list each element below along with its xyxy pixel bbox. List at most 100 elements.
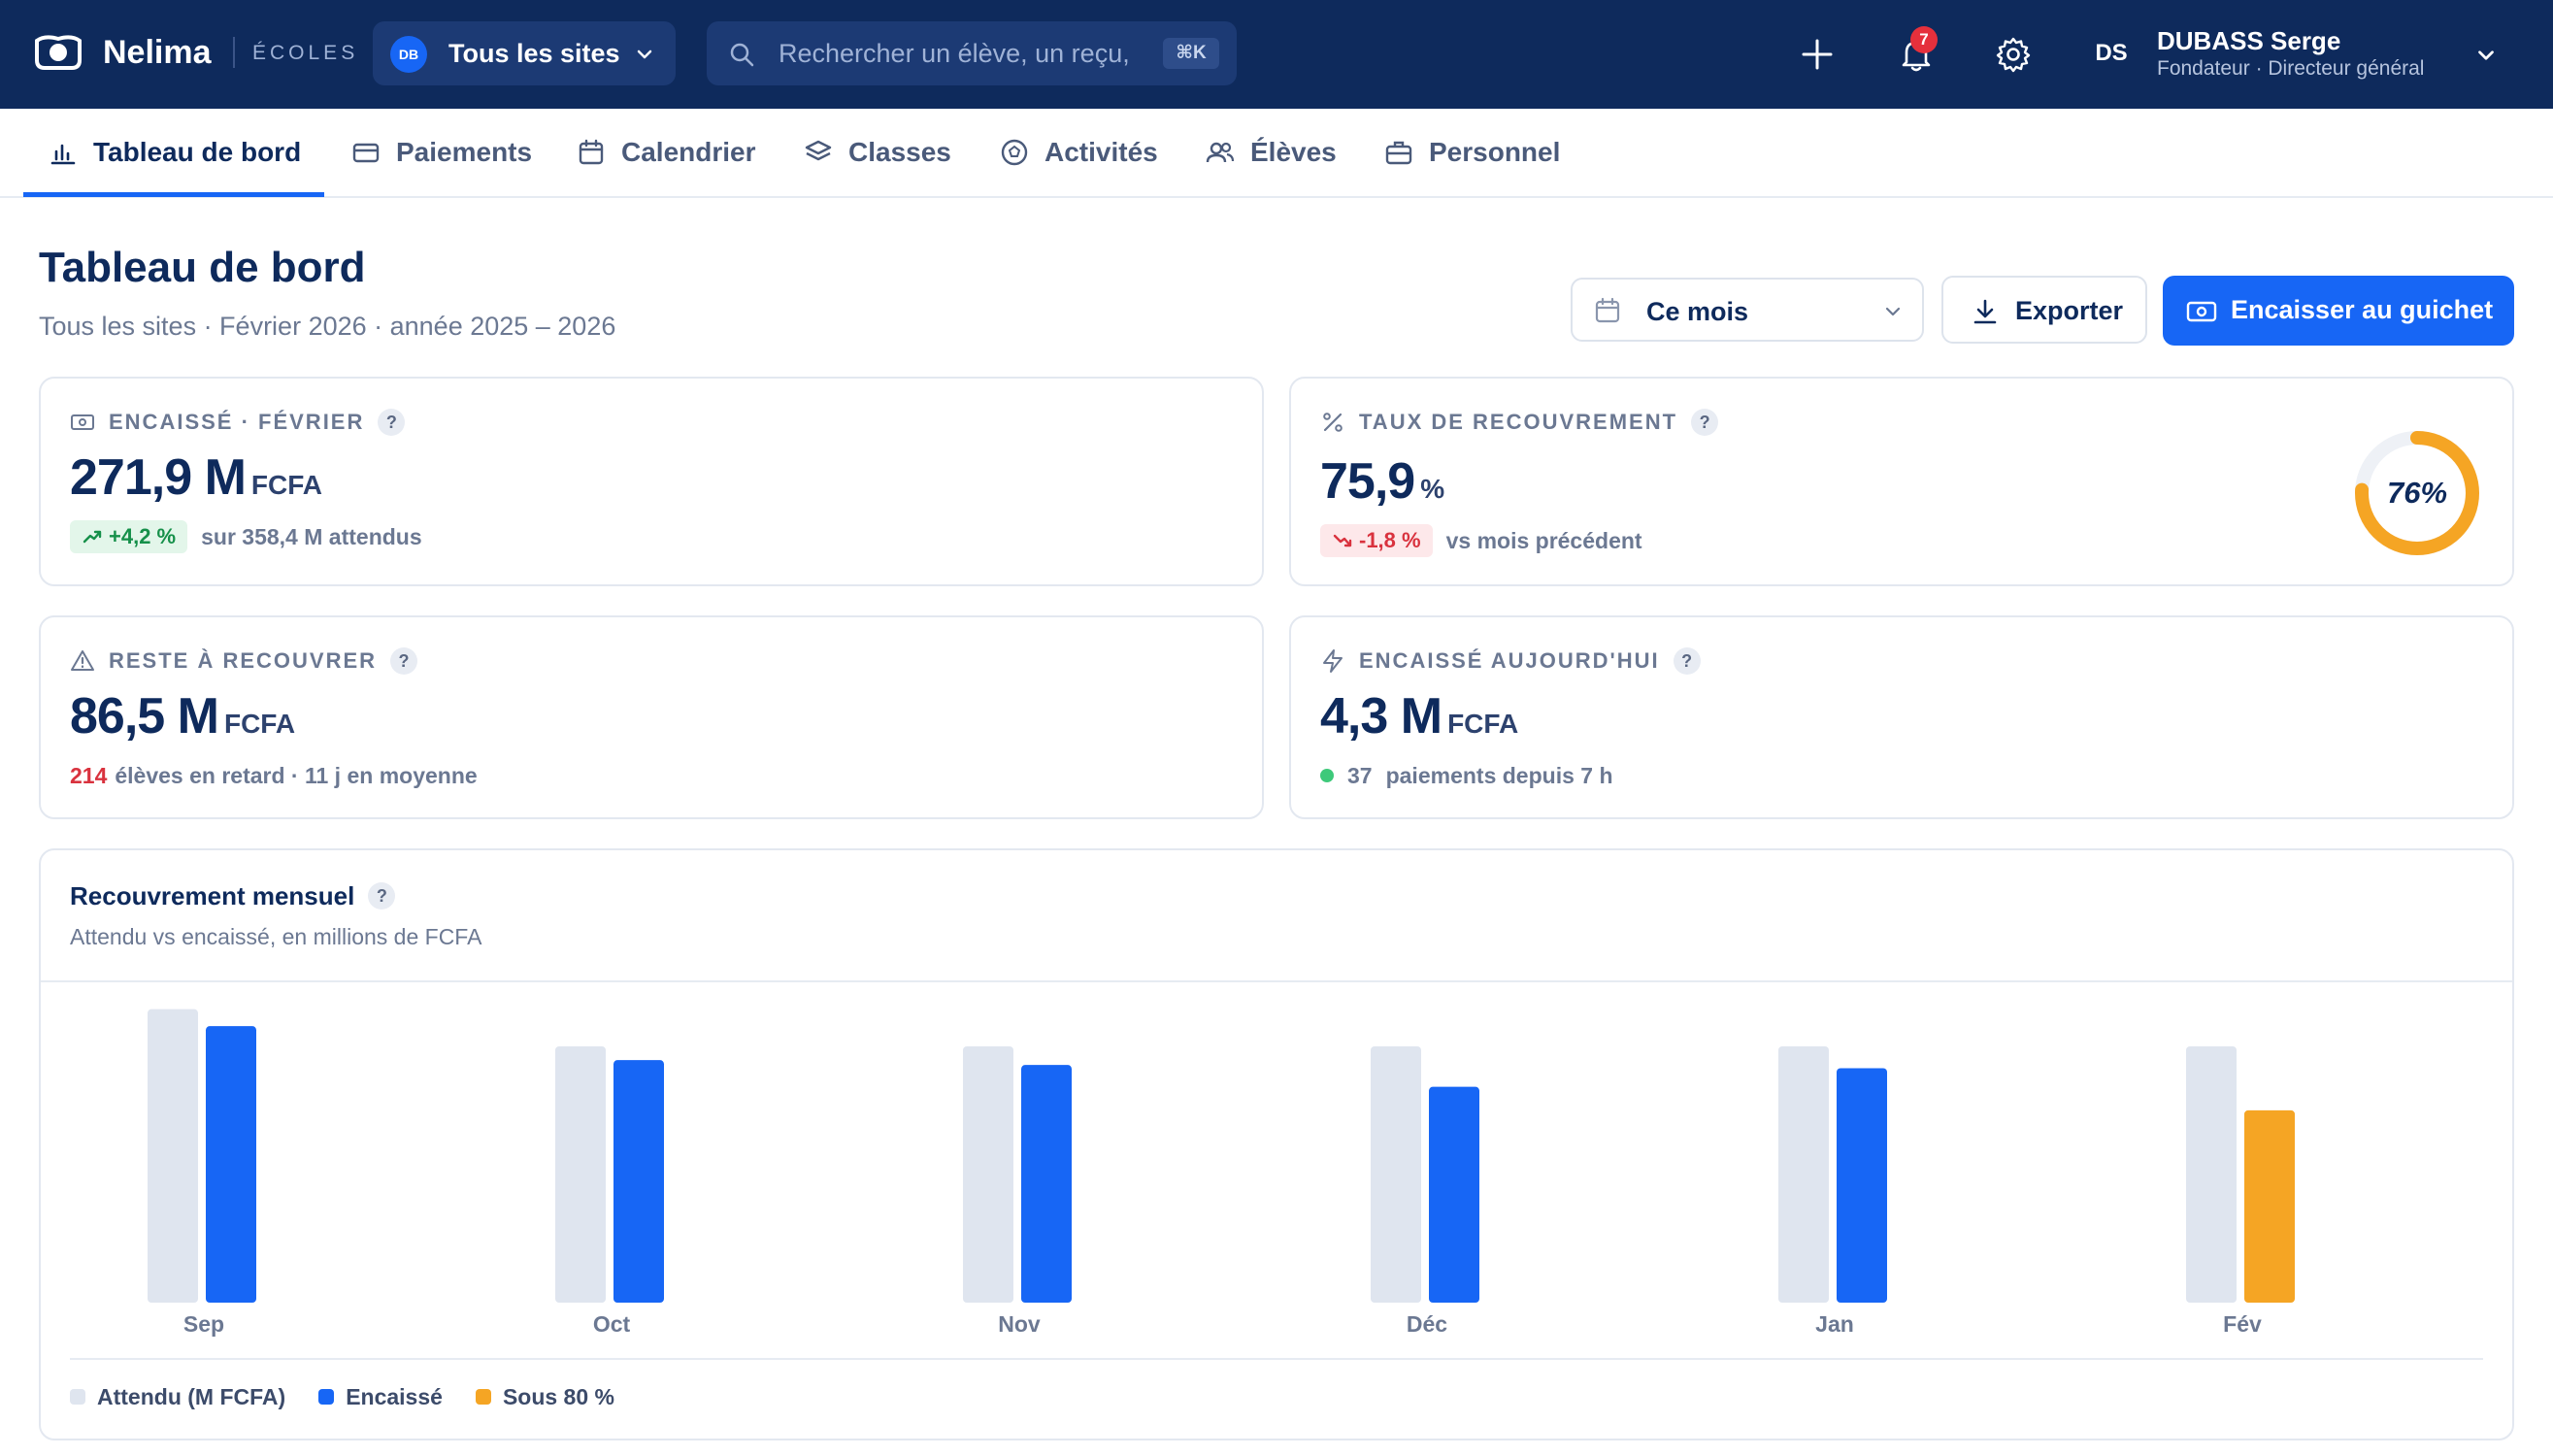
tab-calendrier[interactable]: Calendrier <box>577 109 756 196</box>
help-icon[interactable]: ? <box>390 647 418 675</box>
cash-desk-button[interactable]: Encaisser au guichet <box>2163 276 2514 346</box>
trend-down-icon <box>1333 534 1352 547</box>
help-icon[interactable]: ? <box>1673 647 1701 675</box>
period-select-value: Ce mois <box>1646 297 1749 326</box>
active-tab-indicator <box>23 192 324 197</box>
tab-label: Paiements <box>396 137 533 167</box>
layers-icon <box>805 140 832 161</box>
x-axis-tick-label: Déc <box>1407 1311 1447 1337</box>
bar-expected-jan[interactable] <box>1778 1046 1829 1303</box>
gauge-fill <box>2355 431 2479 555</box>
kpi-header: ENCAISSÉ · FÉVRIER ? <box>70 408 406 437</box>
kpi-header: RESTE À RECOUVRER ? <box>70 646 418 676</box>
plus-icon[interactable] <box>1798 35 1837 74</box>
tab-paiements[interactable]: Paiements <box>351 109 532 196</box>
site-label: Tous les sites <box>448 39 620 68</box>
site-switcher[interactable]: DB Tous les sites <box>373 21 676 85</box>
x-axis-tick-label: Fév <box>2223 1311 2262 1337</box>
bar-expected-fév[interactable] <box>2186 1046 2237 1303</box>
chevron-down-icon <box>637 50 652 59</box>
kpi-value: 75,9% <box>1320 450 1444 513</box>
bar-collected-nov[interactable] <box>1021 1065 1072 1303</box>
chart-divider <box>41 980 2512 982</box>
tab-tableau-de-bord[interactable]: Tableau de bord <box>49 109 301 196</box>
x-axis-tick-label: Jan <box>1815 1311 1854 1337</box>
help-icon[interactable]: ? <box>378 409 406 436</box>
search-icon <box>730 43 754 67</box>
export-button[interactable]: Exporter <box>1941 276 2147 344</box>
legend-item-collected: Encaissé <box>318 1382 443 1411</box>
live-status-dot <box>1320 769 1334 782</box>
bar-collected-déc[interactable] <box>1429 1086 1479 1303</box>
help-icon[interactable]: ? <box>1691 409 1719 436</box>
trend-value: +4,2 % <box>109 524 177 548</box>
bar-collected-jan[interactable] <box>1837 1068 1887 1304</box>
brand-subtitle: ÉCOLES <box>252 42 359 64</box>
period-select[interactable]: Ce mois <box>1571 278 1924 342</box>
kpi-footer: -1,8 % vs mois précédent <box>1320 524 1642 557</box>
kpi-unit: FCFA <box>1447 709 1519 739</box>
kpi-unit: FCFA <box>223 709 296 739</box>
bar-expected-déc[interactable] <box>1371 1046 1421 1303</box>
kpi-note: élèves en retard · 11 j en moyenne <box>115 763 478 788</box>
briefcase-icon <box>1385 141 1412 165</box>
lightning-icon <box>1323 649 1343 673</box>
tab-label: Activités <box>1044 137 1158 167</box>
percent-icon <box>1323 413 1343 432</box>
tab-label: Élèves <box>1250 137 1337 167</box>
tab-label: Personnel <box>1429 137 1561 167</box>
chevron-down-icon[interactable] <box>2473 43 2499 68</box>
kpi-header: TAUX DE RECOUVREMENT ? <box>1320 408 1719 437</box>
payments-count: 37 <box>1347 763 1373 788</box>
legend-label: Sous 80 % <box>502 1384 614 1409</box>
x-axis-tick-label: Sep <box>183 1311 224 1337</box>
bar-expected-oct[interactable] <box>555 1046 606 1303</box>
tab-label: Classes <box>848 137 951 167</box>
kpi-label: ENCAISSÉ AUJOURD'HUI <box>1359 648 1660 673</box>
chart-title-text: Recouvrement mensuel <box>70 881 355 910</box>
kpi-number: 271,9 M <box>70 449 247 506</box>
bar-expected-nov[interactable] <box>963 1046 1013 1303</box>
kpi-card-remaining: RESTE À RECOUVRER ? 86,5 M FCFA 214 élève… <box>39 615 1264 819</box>
banknote-icon <box>71 414 94 430</box>
kpi-footer: 214 élèves en retard · 11 j en moyenne <box>70 759 478 792</box>
legend-swatch <box>475 1389 491 1405</box>
legend-label: Attendu (M FCFA) <box>97 1384 286 1409</box>
kpi-number: 75,9 <box>1320 453 1415 510</box>
tab-activites[interactable]: Activités <box>1000 109 1158 196</box>
help-icon[interactable]: ? <box>368 882 396 910</box>
tab-classes[interactable]: Classes <box>804 109 951 196</box>
legend-item-expected: Attendu (M FCFA) <box>70 1382 285 1411</box>
avatar[interactable]: DS <box>2095 40 2128 66</box>
kpi-footer: 37 paiements depuis 7 h <box>1320 759 1613 792</box>
bar-collected-fév[interactable] <box>2244 1109 2295 1303</box>
kpi-header: ENCAISSÉ AUJOURD'HUI ? <box>1320 646 1701 676</box>
kpi-note: sur 358,4 M attendus <box>201 524 422 549</box>
gauge-label: 76% <box>2386 476 2448 510</box>
chart-subtitle: Attendu vs encaissé, en millions de FCFA <box>70 924 482 949</box>
user-name[interactable]: DUBASS Serge <box>2157 26 2341 55</box>
kpi-card-recovery-rate: TAUX DE RECOUVREMENT ? 75,9% -1,8 % vs m… <box>1289 377 2514 586</box>
legend-swatch <box>318 1389 335 1405</box>
kpi-note: paiements depuis 7 h <box>1385 763 1613 788</box>
brand-name: Nelima <box>103 34 212 71</box>
bar-collected-oct[interactable] <box>613 1060 664 1303</box>
tab-eleves[interactable]: Élèves <box>1206 109 1337 196</box>
calendar-icon <box>579 139 604 165</box>
kpi-number: 86,5 M <box>70 688 219 745</box>
tab-personnel[interactable]: Personnel <box>1384 109 1560 196</box>
trend-up-icon <box>83 530 102 544</box>
legend-label: Encaissé <box>346 1384 443 1409</box>
legend-item-below-80: Sous 80 % <box>475 1382 614 1411</box>
kpi-label: RESTE À RECOUVRER <box>109 648 378 673</box>
bar-collected-sep[interactable] <box>206 1026 256 1303</box>
banknote-icon <box>2186 301 2217 322</box>
gear-icon[interactable] <box>1994 35 2033 74</box>
bar-expected-sep[interactable] <box>148 1009 198 1303</box>
main-nav-tabs: Tableau de bord Paiements Calendrier Cla… <box>0 109 2553 198</box>
recovery-gauge <box>2355 431 2479 555</box>
global-search[interactable]: ⌘K <box>707 21 1237 85</box>
search-input[interactable] <box>779 33 1157 74</box>
ball-icon <box>1001 139 1028 166</box>
trend-value: -1,8 % <box>1359 528 1421 552</box>
